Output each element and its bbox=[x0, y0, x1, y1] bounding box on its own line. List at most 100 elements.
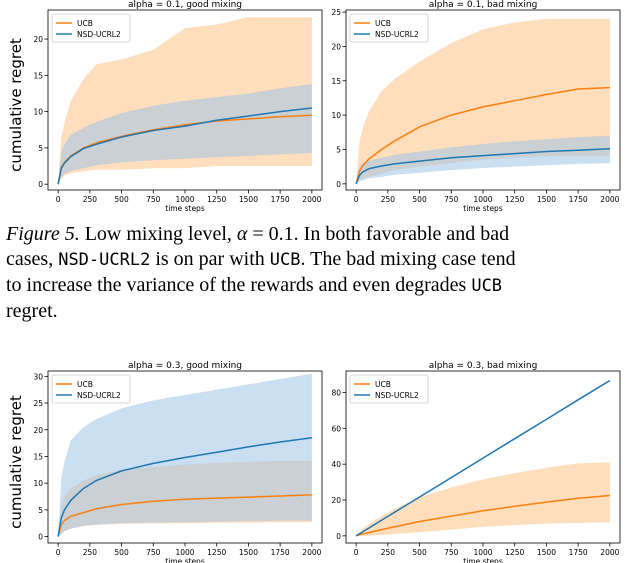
x-tick-label: 1000 bbox=[473, 195, 492, 204]
caption-algo-nsd: NSD-UCRL2 bbox=[58, 250, 151, 270]
y-tick-label: 5 bbox=[38, 506, 43, 515]
y-tick-label: 40 bbox=[331, 460, 341, 469]
y-tick-label: 60 bbox=[331, 424, 341, 433]
chart-title: alpha = 0.1, bad mixing bbox=[429, 0, 538, 10]
legend-label-nsd-ucrl2: NSD-UCRL2 bbox=[77, 30, 121, 39]
nsd-ucrl2-line bbox=[355, 148, 610, 185]
y-tick-label: 15 bbox=[331, 77, 341, 86]
x-axis-label: time steps bbox=[463, 557, 503, 563]
x-tick-label: 1250 bbox=[505, 548, 524, 557]
x-tick-label: 1750 bbox=[569, 195, 588, 204]
x-tick-label: 1000 bbox=[473, 548, 492, 557]
chart-1: 0 250 500 750 1000 1250 1500 1750 2000 0 5 10 15 20 al… bbox=[7, 0, 323, 213]
y-tick-label: 0 bbox=[38, 180, 43, 189]
x-tick-label: 2000 bbox=[600, 195, 619, 204]
x-tick-label: 1000 bbox=[175, 195, 194, 204]
caption-line-2: cases, NSD-UCRL2 is on par with UCB. The… bbox=[6, 247, 629, 273]
caption-text-2c: . The bad mixing case tend bbox=[300, 248, 516, 270]
caption-line-3: to increase the variance of the rewards … bbox=[6, 273, 629, 299]
x-tick-label: 1750 bbox=[569, 548, 588, 557]
legend-label-ucb: UCB bbox=[375, 380, 391, 389]
x-tick-label: 2000 bbox=[302, 548, 321, 557]
x-tick-label: 1000 bbox=[175, 548, 194, 557]
y-tick-label: 25 bbox=[33, 399, 43, 408]
legend-box bbox=[51, 13, 131, 43]
x-tick-label: 2000 bbox=[600, 548, 619, 557]
x-tick-label: 250 bbox=[83, 195, 98, 204]
legend: UCB NSD-UCRL2 bbox=[349, 13, 429, 43]
y-tick-label: 20 bbox=[331, 496, 341, 505]
plot-area bbox=[355, 18, 610, 185]
figure-caption: Figure 5. Low mixing level, α = 0.1. In … bbox=[6, 222, 629, 324]
y-tick-label: 5 bbox=[38, 144, 43, 153]
x-tick-label: 1750 bbox=[271, 548, 290, 557]
x-tick-label: 2000 bbox=[302, 195, 321, 204]
x-axis-label: time steps bbox=[463, 204, 503, 213]
y-tick-label: 0 bbox=[336, 532, 341, 541]
plot-area bbox=[57, 17, 312, 185]
chart-3: 0 250 500 750 1000 1250 1500 1750 2000 0 5 10 15 20 25… bbox=[7, 361, 323, 563]
caption-text-1a: Low mixing level, bbox=[79, 223, 237, 245]
ucb-band bbox=[356, 462, 610, 536]
y-tick-label: 5 bbox=[336, 145, 341, 154]
nsd-ucrl2-band bbox=[356, 135, 610, 184]
y-tick-label: 20 bbox=[33, 426, 43, 435]
legend-label-ucb: UCB bbox=[375, 19, 391, 28]
x-tick-label: 250 bbox=[381, 195, 396, 204]
legend-box bbox=[51, 374, 131, 404]
y-tick-label: 20 bbox=[33, 35, 43, 44]
x-tick-label: 250 bbox=[381, 548, 396, 557]
x-tick-label: 1250 bbox=[207, 548, 226, 557]
legend-label-nsd-ucrl2: NSD-UCRL2 bbox=[375, 30, 419, 39]
nsd-ucrl2-line bbox=[57, 437, 312, 537]
caption-text-3a: to increase the variance of the rewards … bbox=[6, 274, 472, 296]
nsd-ucrl2-band bbox=[58, 373, 312, 537]
caption-text-2a: cases, bbox=[6, 248, 59, 270]
y-tick-label: 0 bbox=[336, 180, 341, 189]
caption-label: Figure 5. bbox=[6, 223, 80, 245]
x-tick-label: 1500 bbox=[239, 548, 258, 557]
caption-line-1: Figure 5. Low mixing level, α = 0.1. In … bbox=[6, 222, 629, 247]
legend-label-ucb: UCB bbox=[77, 19, 93, 28]
x-tick-label: 0 bbox=[354, 548, 359, 557]
x-tick-label: 1500 bbox=[537, 195, 556, 204]
x-tick-label: 1750 bbox=[271, 195, 290, 204]
ucb-line bbox=[355, 86, 610, 184]
caption-algo-ucb-2: UCB bbox=[471, 276, 503, 296]
y-tick-label: 20 bbox=[331, 42, 341, 51]
legend: UCB NSD-UCRL2 bbox=[51, 13, 131, 43]
x-tick-label: 0 bbox=[354, 195, 359, 204]
y-tick-label: 0 bbox=[38, 533, 43, 542]
x-axis-label: time steps bbox=[165, 557, 205, 563]
caption-text-1b: = 0.1. In both favorable and bad bbox=[247, 223, 510, 245]
x-tick-label: 1250 bbox=[505, 195, 524, 204]
y-tick-label: 10 bbox=[33, 108, 43, 117]
caption-text-2b: is on par with bbox=[150, 248, 270, 270]
legend: UCB NSD-UCRL2 bbox=[349, 374, 429, 404]
x-tick-label: 750 bbox=[146, 548, 161, 557]
x-tick-label: 0 bbox=[56, 548, 61, 557]
x-tick-label: 1500 bbox=[537, 548, 556, 557]
y-axis-label: cumulative regret bbox=[7, 395, 25, 529]
x-tick-label: 500 bbox=[412, 548, 427, 557]
y-tick-label: 25 bbox=[331, 8, 341, 17]
x-tick-label: 750 bbox=[146, 195, 161, 204]
legend-box bbox=[349, 374, 429, 404]
x-tick-label: 750 bbox=[444, 548, 459, 557]
y-tick-label: 30 bbox=[33, 372, 43, 381]
x-tick-label: 1250 bbox=[207, 195, 226, 204]
y-tick-label: 10 bbox=[331, 111, 341, 120]
x-tick-label: 500 bbox=[114, 548, 129, 557]
chart-title: alpha = 0.3, good mixing bbox=[128, 361, 242, 371]
plot-area bbox=[57, 373, 312, 537]
caption-algo-ucb: UCB bbox=[269, 250, 301, 270]
legend-box bbox=[349, 13, 429, 43]
y-tick-label: 80 bbox=[331, 389, 341, 398]
legend-label-nsd-ucrl2: NSD-UCRL2 bbox=[77, 391, 121, 400]
legend-label-nsd-ucrl2: NSD-UCRL2 bbox=[375, 391, 419, 400]
caption-text-4: regret. bbox=[6, 300, 58, 322]
legend-label-ucb: UCB bbox=[77, 380, 93, 389]
chart-title: alpha = 0.1, good mixing bbox=[128, 0, 242, 10]
x-tick-label: 250 bbox=[83, 548, 98, 557]
